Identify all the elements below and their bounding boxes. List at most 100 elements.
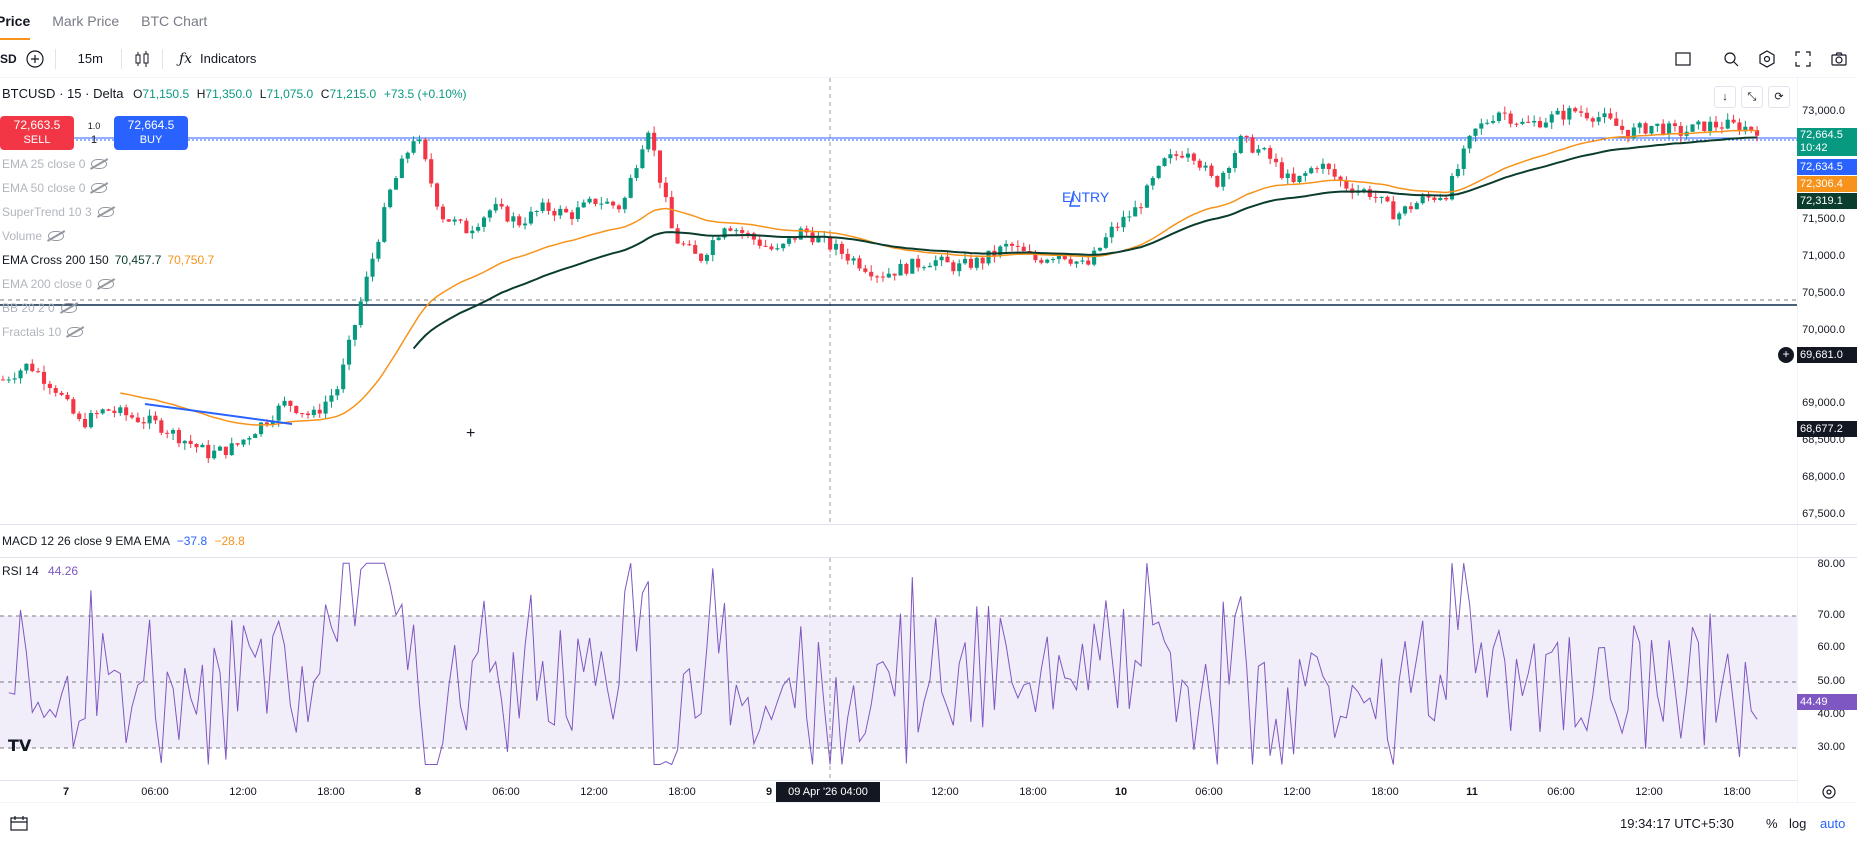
trend-line[interactable] [144,403,293,425]
time-tick: 12:00 [1635,786,1663,798]
symbol-search[interactable]: SD [0,51,17,66]
indicator-ema-cross[interactable]: EMA Cross 200 150 70,457.7 70,750.7 [2,253,214,267]
clock-timezone[interactable]: 19:34:17 UTC+5:30 [1620,816,1734,831]
candle-body [1543,122,1548,128]
candle-body [1361,189,1367,191]
macd-value: −37.8 [176,534,208,548]
main-chart-pane[interactable]: ENTRY + BTCUSD · 15 · Delta O71,150.5 H7… [0,78,1797,524]
candle-body [124,407,129,416]
candle-body [18,370,23,379]
candle-body [1713,121,1719,128]
candle-body [652,132,657,151]
time-axis[interactable]: 7 06:00 12:00 18:00 8 06:00 12:00 18:00 … [0,780,1797,803]
collapse-button[interactable]: ⤡ [1741,86,1763,108]
candle-body [968,258,973,268]
candle-body [1508,113,1513,124]
macd-pane[interactable]: MACD 12 26 close 9 EMA EMA −37.8 −28.8 [0,525,1797,557]
rsi-pane[interactable]: RSI 14 44.26 𝗧𝗩 [0,558,1797,780]
indicator-ema25[interactable]: EMA 25 close 0 [2,157,108,171]
sell-button[interactable]: 72,663.5 SELL [0,116,74,150]
scroll-down-button[interactable]: ↓ [1714,86,1736,108]
quantity-field[interactable]: 1.0 1 [74,119,114,147]
pane-separator[interactable] [0,557,1857,558]
symbol-name[interactable]: BTCUSD [2,86,56,101]
price-tick: 71,500.0 [1802,213,1845,225]
candle-body [528,211,533,224]
chart-type-button[interactable] [132,40,152,78]
candle-body [669,197,674,229]
price-tick: 71,000.0 [1802,250,1845,262]
alert-button[interactable] [1713,40,1749,78]
indicators-button[interactable]: ƒx Indicators [179,40,256,78]
pane-separator[interactable] [0,524,1857,525]
settings-button[interactable] [1749,40,1785,78]
date-range-button[interactable] [10,815,28,836]
tab-mark-price[interactable]: Mark Price [52,13,120,29]
candle-body [1203,165,1208,168]
entry-annotation[interactable]: ENTRY [1062,189,1110,205]
log-toggle[interactable]: log [1789,816,1807,831]
auto-toggle[interactable]: auto [1820,816,1846,831]
indicator-bb[interactable]: BB 20 2 0 [2,301,77,315]
candle-body [1455,168,1460,177]
eye-hidden-icon[interactable] [98,279,115,289]
eye-hidden-icon[interactable] [60,303,77,313]
candle-body [593,198,598,205]
fullscreen-button[interactable] [1785,40,1821,78]
candle-body [212,450,217,459]
indicator-label: EMA Cross 200 150 [2,253,109,267]
indicators-label: Indicators [200,51,257,66]
add-symbol-button[interactable] [25,40,45,78]
candle-body [1708,121,1713,132]
candle-body [505,206,510,222]
candle-body [681,243,686,245]
indicator-ema50[interactable]: EMA 50 close 0 [2,181,108,195]
legend-open: 71,150.5 [142,87,190,101]
macd-signal-value: −28.8 [214,534,245,548]
buy-label: BUY [139,134,163,146]
candle-body [305,413,311,416]
last-price: 72,664.5 [1800,129,1843,141]
add-alert-icon[interactable]: + [1778,347,1794,363]
eye-hidden-icon[interactable] [91,183,108,193]
screenshot-button[interactable] [1821,40,1857,78]
buy-button[interactable]: 72,664.5 BUY [114,116,188,150]
candle-body [276,405,281,421]
eye-hidden-icon[interactable] [97,207,114,217]
candle-body [1625,129,1631,139]
indicator-fractals[interactable]: Fractals 10 [2,325,84,339]
candle-body [370,258,375,277]
eye-hidden-icon[interactable] [48,231,65,241]
eye-hidden-icon[interactable] [67,327,84,337]
candle-body [294,405,299,414]
interval-button[interactable]: 15m [77,51,103,66]
indicator-ema200[interactable]: EMA 200 close 0 [2,277,115,291]
candle-body [634,168,639,178]
price-scale[interactable]: 73,000.0 71,500.0 71,000.0 70,500.0 70,0… [1797,78,1857,802]
eye-hidden-icon[interactable] [91,159,108,169]
reset-button[interactable]: ⟳ [1768,86,1790,108]
candle-body [1174,154,1179,156]
tradingview-logo[interactable]: 𝗧𝗩 [8,738,32,755]
tab-price[interactable]: Price [0,0,31,40]
candle-body [1479,123,1484,129]
candle-body [998,246,1003,256]
price-chart[interactable]: ENTRY + [0,78,1797,524]
candle-body [1579,111,1584,113]
ema-cross-value-2: 70,750.7 [167,253,215,267]
layout-button[interactable] [1665,40,1701,78]
indicator-supertrend[interactable]: SuperTrend 10 3 [2,205,114,219]
legend-change: +73.5 (+0.10%) [383,87,467,101]
candle-body [159,420,164,433]
percent-toggle[interactable]: % [1766,816,1778,831]
indicator-volume[interactable]: Volume [2,229,65,243]
candle-body [1033,253,1038,261]
candle-body [546,202,551,211]
candle-body [1320,163,1325,169]
tab-btc-chart[interactable]: BTC Chart [141,13,208,29]
candle-body [986,250,991,264]
time-axis-settings-button[interactable] [1820,783,1838,801]
candle-body [1097,247,1103,251]
candle-body [182,440,187,444]
candle-body [534,210,539,212]
